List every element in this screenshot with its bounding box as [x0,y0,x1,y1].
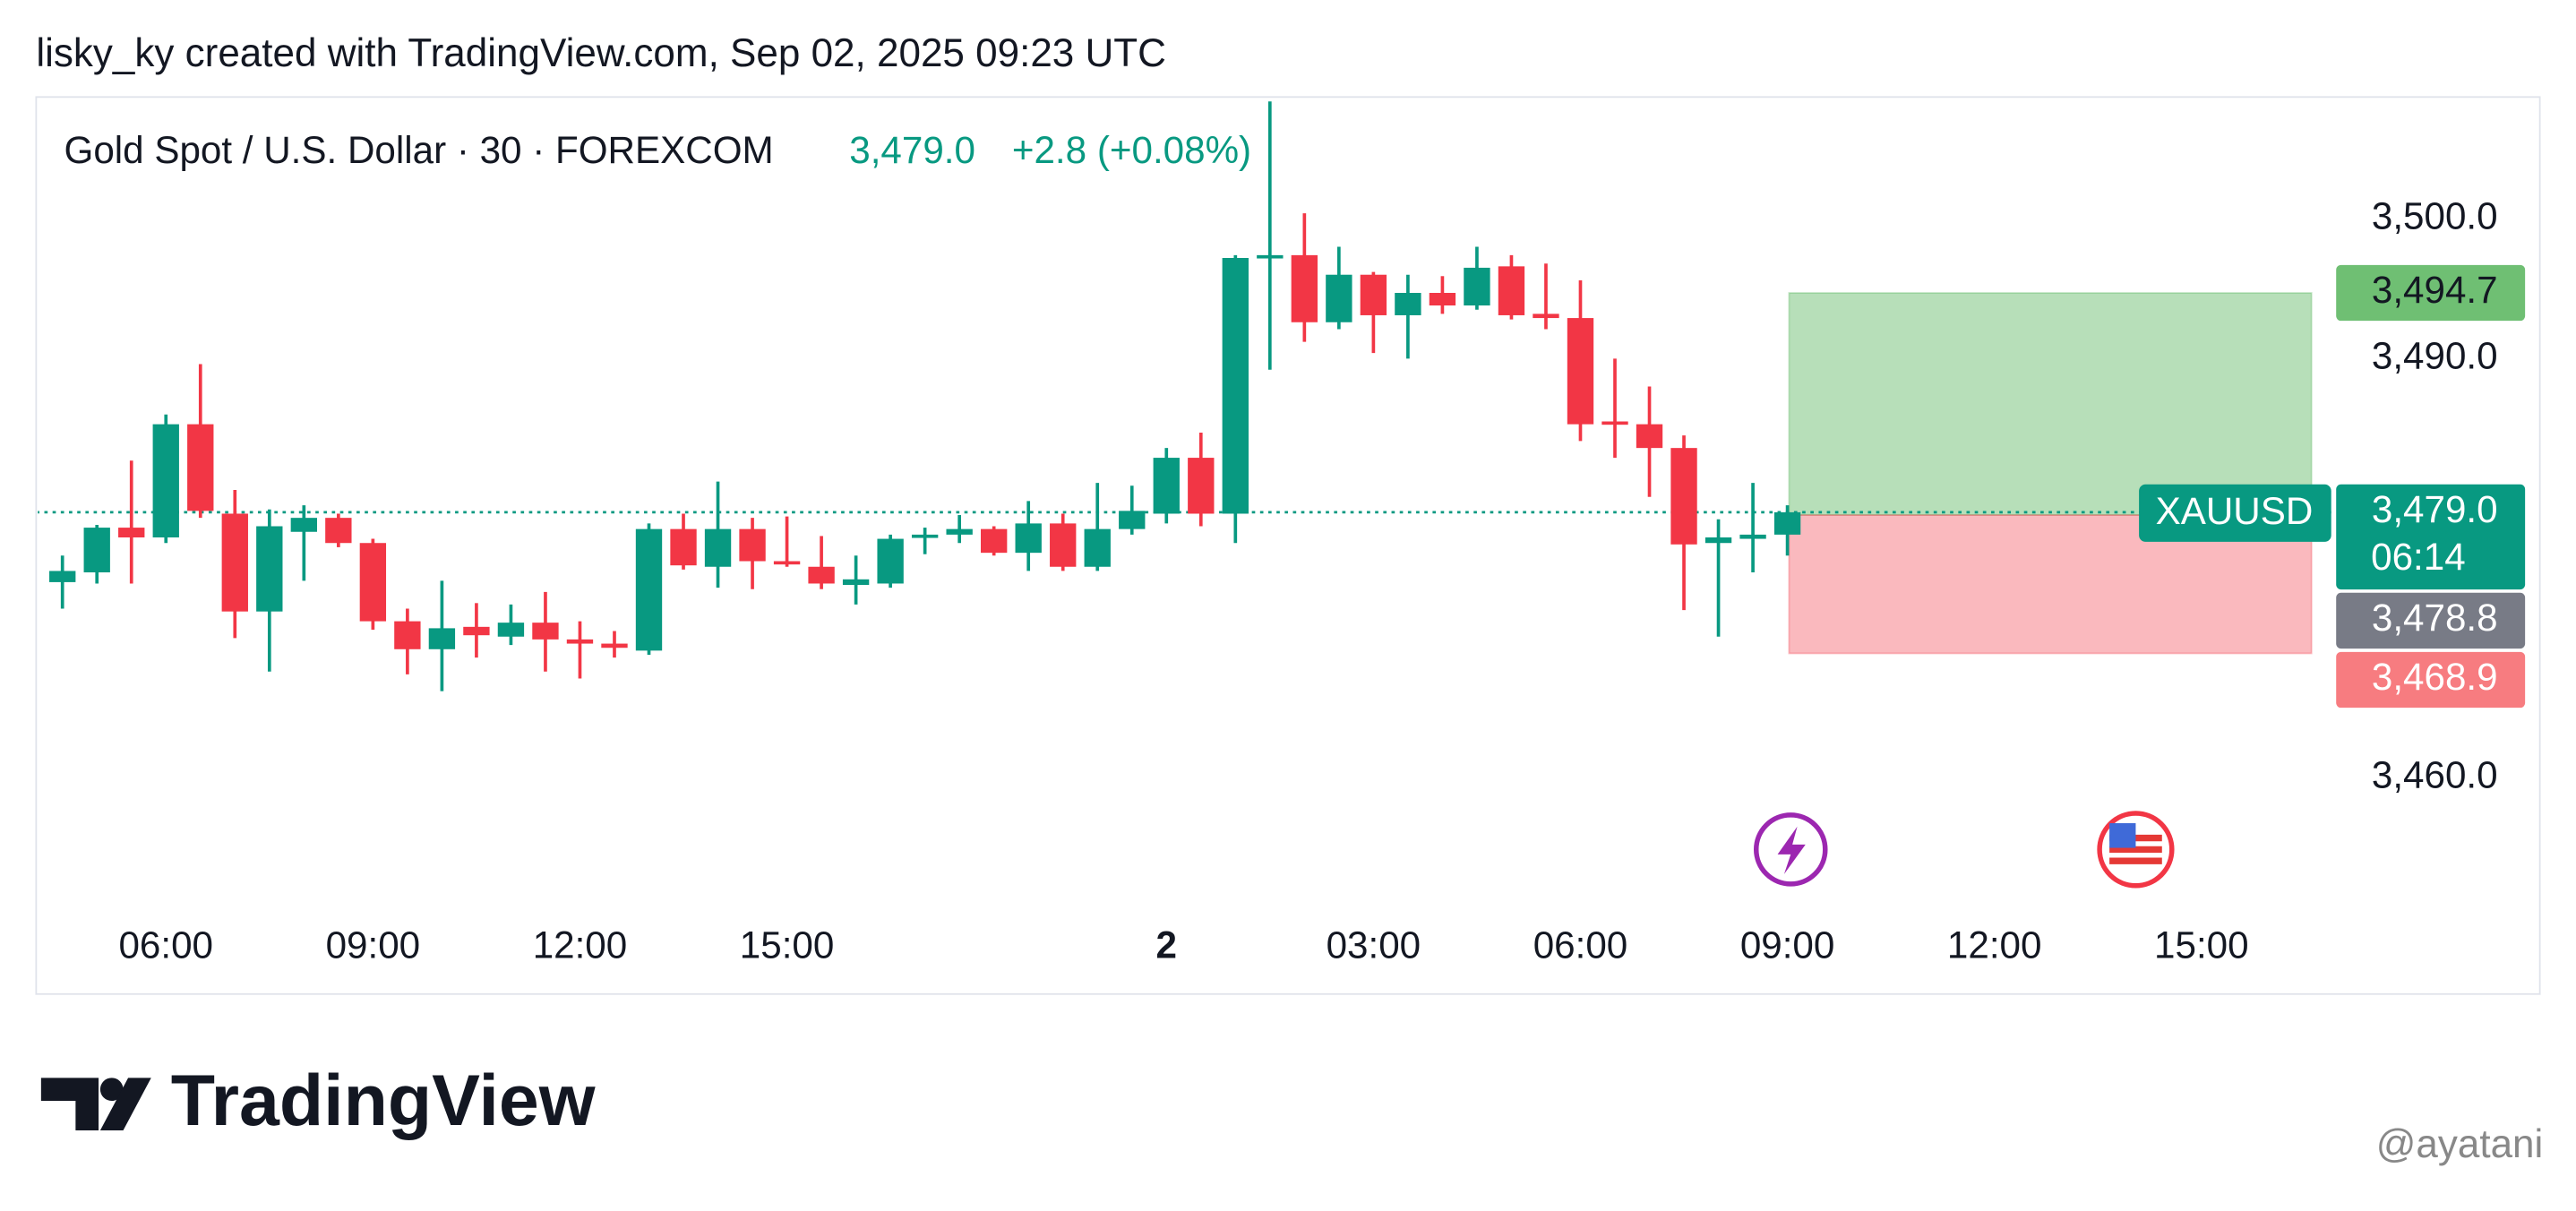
price-tag [2336,592,2526,649]
price-tag-label: 3,478.8 [2372,597,2498,639]
candle-body [704,528,732,567]
candle-body [1222,257,1249,514]
x-tick-label: 12:00 [533,924,628,966]
candle-body [1704,537,1732,544]
price-tag [2336,651,2526,709]
candle-body [808,566,835,584]
candle-body [463,626,490,636]
candle-body [1153,458,1180,514]
x-tick-label: 06:00 [118,924,213,966]
candle-body [49,571,76,582]
legend-last-price: 3,479.0 [849,129,975,171]
candle-body [428,628,456,649]
candle-body [670,528,697,566]
x-tick-label: 15:00 [740,924,835,966]
candle-body [359,543,387,622]
candle-body [981,528,1008,554]
tradingview-logo: TradingView [40,1061,596,1141]
candle-body [532,623,559,640]
candle-body [1739,534,1766,539]
candle-body [1257,254,1284,259]
credit: lisky_ky created with TradingView.com, S… [36,31,1166,75]
price-tag [2336,264,2526,322]
x-tick-label: 12:00 [1947,924,2042,966]
ticker-tag [2139,484,2331,542]
event-flag-icon[interactable] [2097,811,2175,889]
candle-body [1773,511,1801,535]
candle-body [1567,318,1594,425]
candle-body [187,424,214,511]
candle-body [739,528,766,562]
candle-body [1601,421,1628,425]
candle-body [773,561,801,565]
candle-body [877,538,904,584]
event-icon[interactable] [1753,812,1828,887]
candle-body [290,518,317,532]
x-tick-label: 06:00 [1533,924,1628,966]
watermark: @ayatani [2376,1122,2544,1166]
countdown-label: 06:14 [2371,536,2466,578]
candle-body [1498,266,1525,315]
x-tick-label: 09:00 [1740,924,1835,966]
price-tag-label: 3,468.9 [2372,656,2498,698]
candle-body [1188,458,1215,514]
candle-body [1395,292,1421,315]
candle-body [83,528,110,572]
candle-body [1464,267,1490,306]
candle-body [1360,274,1387,315]
candle-body [601,643,628,648]
y-tick-label: 3,490.0 [2372,334,2498,376]
candle-body [1119,511,1146,529]
candle-body [1533,313,1559,319]
candle-body [635,528,663,651]
candle-body [152,424,179,537]
candle-body [221,513,248,612]
target-zone [1788,292,2313,516]
ticker-label: XAUUSD [2156,490,2314,532]
plot-area [38,101,2333,691]
y-tick-label: 3,500.0 [2372,194,2498,236]
candle-body [497,623,525,637]
price-tag-label: 3,494.7 [2372,269,2498,311]
x-tick-label: 15:00 [2154,924,2249,966]
x-tick-label: 2 [1156,924,1177,966]
candle-body [1291,254,1318,322]
candle-body [842,579,870,586]
x-tick-label: 09:00 [326,924,421,966]
candle-body [1429,292,1456,306]
x-tick-label: 03:00 [1327,924,1421,966]
candle-body [1050,523,1077,567]
candle-body [1636,424,1663,449]
overlay: XAUUSD 3,494.7 3,479.0 06:14 3,478.8 3,468.9 [2139,264,2526,709]
candle-body [1326,274,1352,322]
candle-body [118,528,145,537]
candle-body [1084,528,1111,567]
candle-body [256,526,283,612]
price-tag-label: 3,479.0 [2372,488,2498,530]
candle-body [566,639,594,644]
logo-text: TradingView [171,1061,596,1141]
price-tag [2336,484,2526,590]
candle-body [394,621,421,649]
candle-body [1015,523,1042,554]
candle-body [325,518,352,544]
symbol-title: Gold Spot / U.S. Dollar · 30 · FOREXCOM [64,129,774,171]
y-tick-label: 3,460.0 [2372,753,2498,795]
legend-change: +2.8 (+0.08%) [1012,129,1251,171]
candle-body [1670,448,1697,545]
candle-body [911,534,939,538]
candle-body [946,528,973,535]
